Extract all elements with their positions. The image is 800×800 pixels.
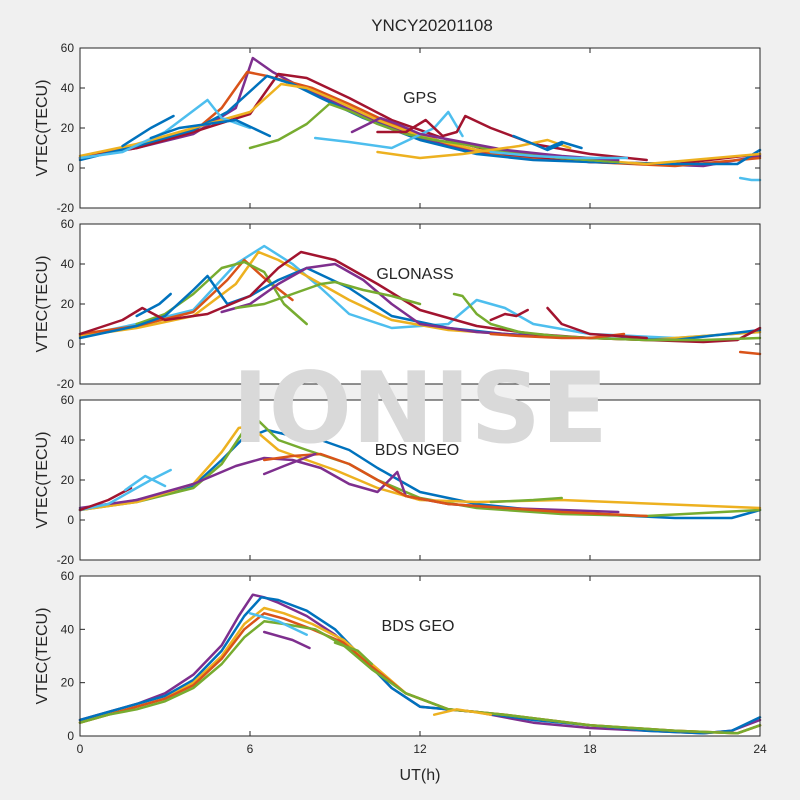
series-line-gps-6 [78,98,252,160]
series-line-bds-ngeo-9 [124,474,167,492]
x-tick-label: 24 [753,742,767,756]
series-line-bds-geo-9 [432,708,493,716]
x-axis-label: UT(h) [400,767,441,784]
series-line-gps-16 [546,140,583,150]
series-line-bds-geo-5 [78,620,762,735]
figure-title: YNCY20201108 [371,16,493,35]
plot-area [80,400,760,560]
series-line-bds-ngeo-5 [262,452,648,518]
y-axis-label: VTEC(TECU) [34,256,51,353]
series-line-bds-geo-8 [333,641,374,666]
y-tick-label: 20 [61,473,75,487]
series-line-bds-ngeo-10 [489,496,563,504]
y-tick-label: 40 [61,433,75,447]
panel-label-glonass: GLONASS [376,266,453,283]
y-tick-label: 60 [61,393,75,407]
series-line-bds-ngeo-7 [78,468,172,512]
panel-bds-ngeo: -20 0 20 40 60 VTEC(TECU) BDS NGEO [34,393,762,567]
series-line-glonass-11 [489,332,626,340]
y-tick-label: 20 [61,297,75,311]
x-tick-label: 6 [247,742,254,756]
series-line-bds-geo-1 [78,593,762,735]
y-tick-label: 60 [61,217,75,231]
series-line-gps-13 [376,138,572,160]
series-line-bds-geo-6 [262,630,311,650]
series-line-glonass-8 [234,280,422,310]
panel-label-bds-geo: BDS GEO [382,618,455,635]
y-axis-label: VTEC(TECU) [34,80,51,177]
y-tick-label: -20 [57,201,75,215]
y-tick-label: -20 [57,377,75,391]
panel-label-gps: GPS [403,90,437,107]
series-line-gps-15 [512,134,563,152]
x-tick-label: 12 [413,742,427,756]
y-axis-label: VTEC(TECU) [34,432,51,529]
series-line-bds-ngeo-8 [78,486,133,512]
panel-bds-geo: 0 20 40 60 0 6 12 18 24 VTEC(TECU) BDS GEO [34,569,767,756]
plot-area [80,576,760,736]
series-line-bds-geo-7 [248,612,308,636]
watermark-ionise: IONISE [232,352,608,466]
series-line-glonass-13 [546,306,648,340]
series-line-gps-12 [376,114,648,162]
y-tick-label: 40 [61,81,75,95]
series-line-glonass-10 [452,292,762,342]
y-tick-label: -20 [57,553,75,567]
y-tick-label: 40 [61,257,75,271]
panel-label-bds-ngeo: BDS NGEO [375,442,459,459]
series-line-glonass-14 [738,350,762,356]
series-line-glonass-9 [135,292,172,318]
y-tick-label: 0 [67,337,74,351]
panel-glonass: -20 0 20 40 60 VTEC(TECU) GLONASS [34,217,762,391]
series-line-glonass-7 [220,262,535,338]
x-tick-label: 18 [583,742,597,756]
series-line-gps-8 [149,118,272,140]
y-tick-label: 0 [67,513,74,527]
y-tick-label: 0 [67,161,74,175]
series-line-gps-10 [313,110,464,150]
series-line-gps-17 [738,176,762,182]
y-tick-label: 60 [61,569,75,583]
panel-gps: -20 0 20 40 60 VTEC(TECU) GPS [34,41,762,215]
y-tick-label: 20 [61,676,75,690]
series-line-gps-7 [121,114,175,148]
y-tick-label: 60 [61,41,75,55]
y-tick-label: 0 [67,729,74,743]
x-tick-label: 0 [77,742,84,756]
y-tick-label: 40 [61,622,75,636]
y-axis-label: VTEC(TECU) [34,608,51,705]
series-line-glonass-12 [489,308,529,322]
y-tick-label: 20 [61,121,75,135]
series-line-bds-ngeo-6 [262,452,317,476]
series-line-gps-11 [350,116,620,162]
series-line-gps-14 [489,150,629,160]
